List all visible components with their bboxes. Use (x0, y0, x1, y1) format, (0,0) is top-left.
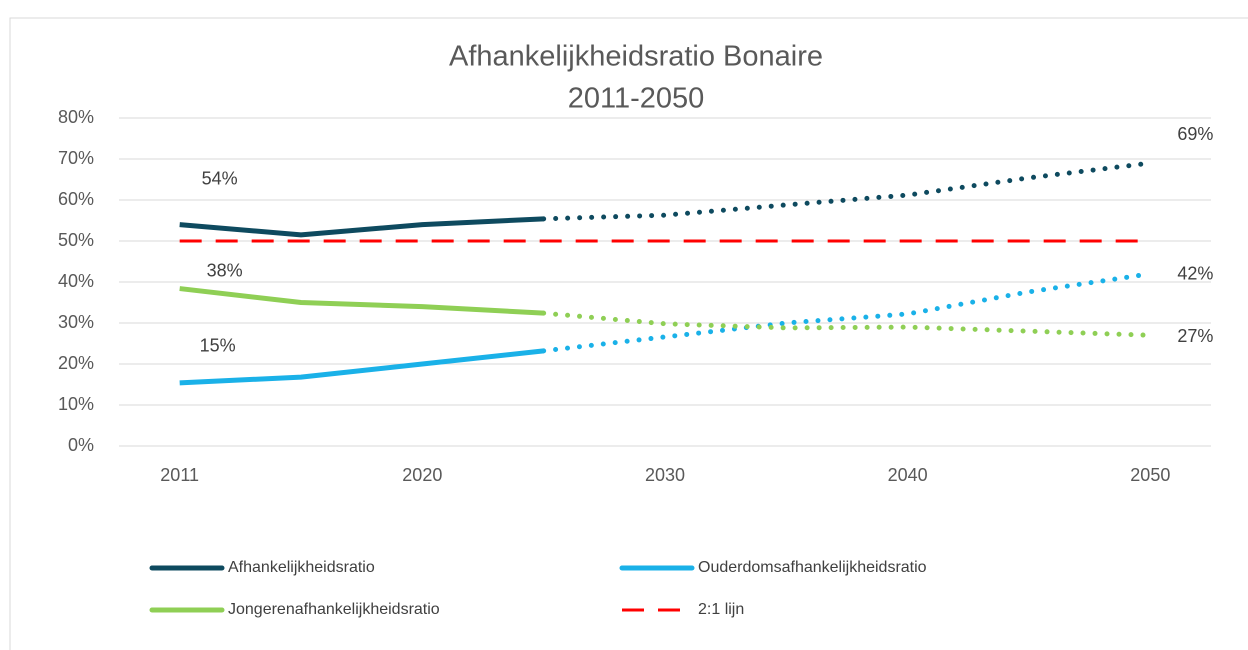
y-tick-label: 40% (58, 271, 94, 291)
legend-label: Jongerenafhankelijkheidsratio (228, 601, 440, 618)
data-label: 54% (202, 168, 238, 188)
legend-label: Ouderdomsafhankelijkheidsratio (698, 559, 927, 576)
x-tick-label: 2040 (888, 465, 928, 485)
x-tick-label: 2020 (402, 465, 442, 485)
data-label: 27% (1177, 326, 1213, 346)
data-label: 15% (200, 336, 236, 356)
x-tick-label: 2011 (160, 465, 199, 485)
y-tick-label: 20% (58, 353, 94, 373)
chart-subtitle: 2011-2050 (568, 83, 705, 115)
legend-label: Afhankelijkheidsratio (228, 559, 375, 576)
x-tick-label: 2030 (645, 465, 685, 485)
series-line (541, 310, 1153, 338)
chart-frame (9, 17, 1248, 650)
y-tick-label: 70% (58, 148, 94, 168)
series-line (179, 216, 544, 238)
y-tick-label: 60% (58, 189, 94, 209)
y-tick-label: 0% (68, 435, 94, 455)
legend-label: 2:1 lijn (698, 601, 744, 618)
data-label: 69% (1177, 124, 1213, 144)
series-line (179, 348, 544, 386)
y-tick-label: 80% (58, 107, 94, 127)
chart-title: Afhankelijkheidsratio Bonaire (449, 41, 823, 73)
data-label: 38% (207, 260, 243, 280)
y-tick-label: 30% (58, 312, 94, 332)
data-label: 42% (1177, 264, 1213, 284)
series-line (179, 286, 544, 316)
y-tick-label: 50% (58, 230, 94, 250)
x-tick-label: 2050 (1130, 465, 1170, 485)
y-tick-label: 10% (58, 394, 94, 414)
